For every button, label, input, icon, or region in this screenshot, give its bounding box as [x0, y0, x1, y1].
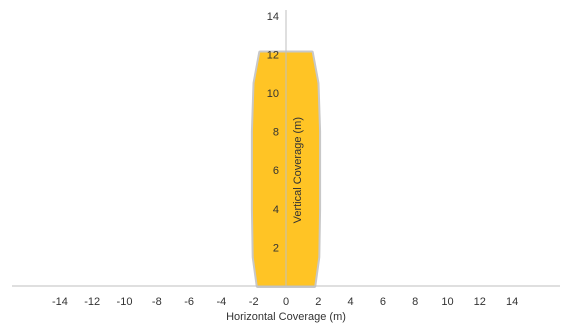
y-tick-label: 6	[273, 165, 279, 177]
y-tick-labels: 2 4 6 8 10 12 14	[267, 11, 279, 255]
x-axis-label: Horizontal Coverage (m)	[226, 311, 346, 323]
x-tick-label: -4	[217, 296, 227, 308]
x-tick-labels: -14 -12 -10 -8 -6 -4 -2 0 2 4 6 8 10 12 14	[52, 296, 518, 308]
y-tick-label: 8	[273, 127, 279, 139]
y-tick-label: 2	[273, 242, 279, 254]
y-tick-label: 14	[267, 11, 279, 23]
x-tick-label: -12	[84, 296, 100, 308]
y-axis-label: Vertical Coverage (m)	[292, 117, 304, 223]
x-tick-label: 8	[412, 296, 418, 308]
y-tick-label: 10	[267, 88, 279, 100]
x-tick-label: -2	[249, 296, 259, 308]
x-tick-label: 14	[506, 296, 518, 308]
x-tick-label: -6	[184, 296, 194, 308]
y-tick-label: 4	[273, 204, 279, 216]
x-tick-label: 10	[441, 296, 453, 308]
x-tick-label: 4	[348, 296, 354, 308]
y-tick-label: 12	[267, 49, 279, 61]
x-tick-label: 12	[474, 296, 486, 308]
x-tick-label: 2	[315, 296, 321, 308]
x-tick-label: 0	[283, 296, 289, 308]
x-tick-label: -8	[152, 296, 162, 308]
x-tick-label: -14	[52, 296, 68, 308]
x-tick-label: 6	[380, 296, 386, 308]
x-tick-label: -10	[117, 296, 133, 308]
